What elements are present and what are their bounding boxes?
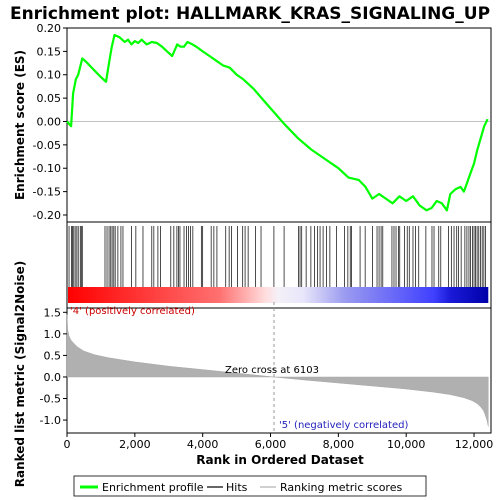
metric-y-tick-label: 1.5 (44, 306, 62, 319)
metric-x-tick-label: 4,000 (187, 438, 219, 451)
metric-y-tick-label: -1.0 (40, 414, 61, 427)
metric-x-tick-label: 8,000 (323, 438, 355, 451)
es-y-tick-label: -0.15 (33, 186, 61, 199)
es-y-tick-label: -0.05 (33, 139, 61, 152)
legend-label-metric: Ranking metric scores (280, 481, 402, 494)
ranking-metric-area (66, 314, 489, 427)
es-y-tick-label: 0.10 (37, 69, 62, 82)
rank-gradient-bar (68, 287, 489, 303)
metric-y-tick-label: 0.0 (44, 371, 62, 384)
metric-y-axis-label: Ranked list metric (Signal2Noise) (13, 261, 27, 488)
es-y-tick-label: 0.15 (37, 45, 62, 58)
metric-x-tick-label: 6,000 (255, 438, 287, 451)
zero-cross-label: Zero cross at 6103 (225, 365, 319, 376)
metric-x-tick-label: 0 (64, 438, 71, 451)
chart-title: Enrichment plot: HALLMARK_KRAS_SIGNALING… (10, 4, 490, 24)
es-panel-frame (66, 27, 492, 223)
es-y-tick-label: 0.00 (37, 115, 62, 128)
hit-marks (68, 226, 486, 287)
metric-x-tick-label: 10,000 (387, 438, 426, 451)
es-y-axis: 0.20 0.15 0.10 0.05 0.00 -0.05 -0.10 -0.15 -0.20 (33, 22, 67, 222)
es-y-tick-label: -0.20 (33, 209, 61, 222)
positive-correlation-label: '4' (positively correlated) (70, 306, 195, 317)
es-y-axis-label: Enrichment score (ES) (13, 50, 27, 200)
negative-correlation-label: '5' (negatively correlated) (279, 420, 408, 431)
legend-item-metric: Ranking metric scores (260, 481, 402, 494)
es-y-tick-label: 0.20 (37, 22, 62, 35)
metric-x-axis: 0 2,000 4,000 6,000 8,000 10,000 12,000 (64, 433, 494, 451)
es-y-tick-label: -0.10 (33, 162, 61, 175)
legend-label-profile: Enrichment profile (102, 481, 204, 494)
metric-x-axis-label: Rank in Ordered Dataset (196, 453, 364, 467)
metric-x-tick-label: 12,000 (455, 438, 494, 451)
metric-y-axis: 1.5 1.0 0.5 0.0 -0.5 -1.0 (40, 306, 67, 427)
metric-y-tick-label: 1.0 (44, 328, 62, 341)
es-y-tick-label: 0.05 (37, 92, 62, 105)
metric-x-tick-label: 2,000 (119, 438, 151, 451)
legend-label-hits: Hits (226, 481, 248, 494)
legend-item-profile: Enrichment profile (80, 481, 204, 494)
metric-y-tick-label: -0.5 (40, 393, 61, 406)
metric-y-tick-label: 0.5 (44, 349, 62, 362)
legend-item-hits: Hits (207, 481, 248, 494)
legend-box (73, 475, 427, 497)
enrichment-profile-line (66, 33, 489, 212)
